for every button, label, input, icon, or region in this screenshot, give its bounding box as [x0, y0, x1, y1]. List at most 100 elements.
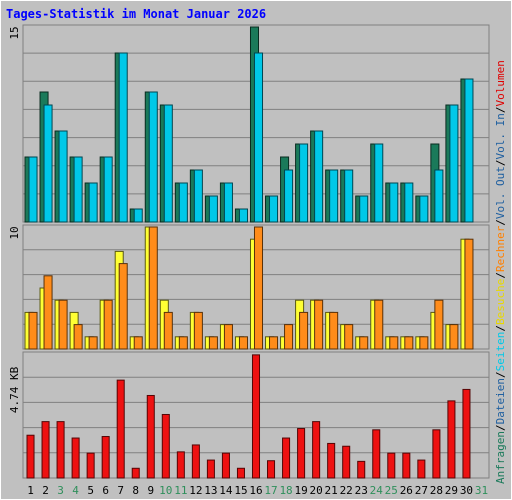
x-tick-label-3: 3: [57, 484, 64, 497]
chart-title: Tages-Statistik im Monat Januar 2026: [6, 7, 266, 21]
bar-rechner-day-12: [193, 311, 203, 350]
bar-rechner-day-11: [178, 336, 188, 350]
bar-rechner-day-13: [208, 336, 218, 350]
bar-seiten-day-8: [133, 208, 143, 223]
bar-seiten-day-20: [314, 130, 324, 223]
bar-seiten-day-3: [58, 130, 68, 223]
bar-volumen-day-26: [402, 452, 411, 479]
x-tick-label-13: 13: [204, 484, 217, 497]
x-tick-label-28: 28: [430, 484, 443, 497]
legend-item-vol-in: Vol. In: [494, 113, 507, 159]
bar-seiten-day-23: [359, 195, 369, 223]
bar-volumen-day-18: [282, 437, 291, 479]
x-tick-label-27: 27: [415, 484, 428, 497]
bar-volumen-day-14: [221, 452, 230, 479]
bar-seiten-day-21: [329, 169, 339, 223]
bar-volumen-day-16: [251, 354, 261, 479]
bar-volumen-day-8: [131, 467, 140, 479]
bar-rechner-day-4: [73, 324, 83, 350]
legend-item--: /: [494, 325, 507, 332]
bar-rechner-day-15: [238, 336, 248, 350]
bar-volumen-day-19: [297, 428, 306, 479]
x-tick-label-23: 23: [355, 484, 368, 497]
bar-seiten-day-6: [103, 156, 113, 223]
x-tick-label-17: 17: [264, 484, 277, 497]
x-tick-label-16: 16: [249, 484, 262, 497]
legend-item-dateien: Dateien: [494, 378, 507, 424]
bar-volumen-day-2: [41, 421, 50, 479]
bar-seiten-day-7: [118, 52, 128, 223]
x-tick-label-25: 25: [385, 484, 398, 497]
bar-volumen-day-30: [462, 388, 471, 479]
legend-item--: /: [494, 272, 507, 279]
bar-volumen-day-5: [86, 452, 95, 479]
bar-rechner-day-19: [299, 311, 309, 350]
bar-rechner-day-6: [103, 299, 113, 350]
y-axis-label: 15: [8, 26, 21, 39]
bar-seiten-day-13: [208, 195, 218, 223]
bar-volumen-day-12: [191, 444, 200, 479]
legend-item-besuche: Besuche: [494, 279, 507, 325]
legend-item--: /: [494, 371, 507, 378]
bar-volumen-day-13: [206, 459, 215, 479]
bar-volumen-day-17: [267, 460, 276, 479]
x-tick-label-21: 21: [325, 484, 338, 497]
bar-rechner-day-8: [133, 336, 143, 350]
bar-seiten-day-2: [43, 104, 53, 223]
bar-seiten-day-25: [389, 182, 399, 223]
y-axis-label: 4.74 KB: [8, 366, 21, 413]
bar-volumen-day-10: [161, 413, 170, 479]
legend-item--: /: [494, 159, 507, 166]
bar-seiten-day-16: [253, 52, 264, 223]
bar-seiten-day-18: [284, 169, 294, 223]
x-tick-label-30: 30: [460, 484, 473, 497]
chart-panel-top: 15: [8, 24, 490, 223]
x-tick-label-12: 12: [189, 484, 202, 497]
x-tick-label-15: 15: [234, 484, 247, 497]
bar-seiten-day-10: [163, 104, 173, 223]
y-axis-label: 10: [8, 226, 21, 239]
bar-seiten-day-29: [449, 104, 459, 223]
bar-volumen-day-1: [26, 434, 35, 479]
bar-seiten-day-9: [148, 91, 158, 223]
bar-rechner-day-20: [314, 299, 324, 350]
bar-rechner-day-25: [389, 336, 399, 350]
bar-rechner-day-28: [434, 299, 444, 350]
x-tick-label-7: 7: [117, 484, 124, 497]
x-tick-label-11: 11: [174, 484, 187, 497]
bar-volumen-day-15: [236, 467, 245, 479]
bar-rechner-day-22: [344, 324, 354, 350]
chart-panel-middle: 10: [8, 224, 490, 350]
legend-item-vol-out: Vol. Out: [494, 166, 507, 219]
bar-rechner-day-26: [404, 336, 414, 350]
bar-rechner-day-30: [464, 238, 474, 350]
bar-seiten-day-11: [178, 182, 188, 223]
bar-seiten-day-27: [419, 195, 429, 223]
chart-panel-bottom: 4.74 KB: [8, 351, 490, 479]
bar-rechner-day-23: [359, 336, 369, 350]
bar-seiten-day-19: [299, 143, 309, 223]
bar-volumen-day-9: [146, 394, 155, 479]
bar-rechner-day-3: [58, 299, 68, 350]
bar-rechner-day-29: [449, 324, 459, 350]
bar-volumen-day-28: [432, 429, 441, 479]
bar-rechner-day-17: [269, 336, 279, 350]
x-tick-label-9: 9: [147, 484, 154, 497]
bar-rechner-day-16: [253, 226, 264, 350]
bar-volumen-day-11: [176, 451, 185, 479]
legend-item-seiten: Seiten: [494, 332, 507, 372]
bar-rechner-day-2: [43, 275, 53, 350]
bar-seiten-day-4: [73, 156, 83, 223]
x-tick-label-19: 19: [294, 484, 307, 497]
bar-seiten-day-26: [404, 182, 414, 223]
bar-volumen-day-20: [312, 421, 321, 479]
bar-seiten-day-17: [269, 195, 279, 223]
bar-seiten-day-14: [223, 182, 233, 223]
bar-volumen-day-3: [56, 421, 65, 479]
bar-rechner-day-7: [118, 263, 128, 350]
bar-volumen-day-7: [116, 379, 125, 479]
x-tick-label-26: 26: [400, 484, 413, 497]
legend-item-anfragen: Anfragen: [494, 431, 507, 484]
